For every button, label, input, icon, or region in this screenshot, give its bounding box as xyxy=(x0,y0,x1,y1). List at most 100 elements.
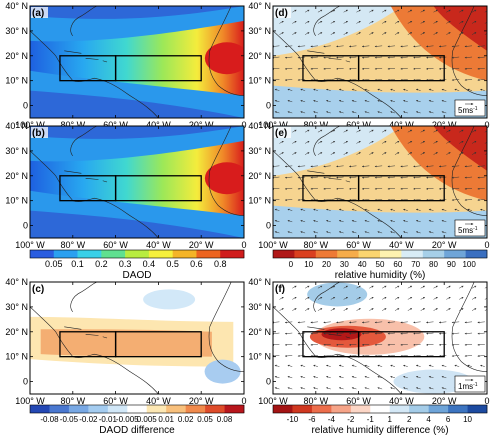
wind-arrow xyxy=(361,198,370,201)
wind-arrow xyxy=(446,152,451,155)
reference-vector-box xyxy=(454,375,486,393)
wind-arrow xyxy=(326,364,331,367)
wind-arrow xyxy=(310,354,318,357)
colorbar-tick-label: -0.08 xyxy=(40,415,59,424)
wind-arrow xyxy=(464,45,473,48)
wind-arrow xyxy=(274,111,280,114)
wind-arrow xyxy=(374,198,383,201)
wind-arrow xyxy=(361,78,370,81)
wind-arrow xyxy=(387,176,396,179)
reference-vector-box xyxy=(454,219,486,237)
wind-arrow xyxy=(369,129,374,133)
wind-arrow xyxy=(441,364,447,367)
wind-arrow xyxy=(403,387,408,390)
wind-arrow xyxy=(451,165,460,168)
wind-arrow xyxy=(304,297,310,300)
colorbar-swatch xyxy=(172,250,197,258)
wind-arrow xyxy=(313,208,319,211)
wind-arrow xyxy=(326,375,331,379)
wind-arrow xyxy=(304,285,310,289)
colorbar-tick-label: 0.6 xyxy=(190,259,203,269)
wind-arrow xyxy=(273,198,280,201)
wind-arrow xyxy=(361,176,370,179)
wind-arrow xyxy=(390,231,396,234)
wind-arrow xyxy=(415,231,421,234)
colorbar-frame xyxy=(272,249,488,259)
colorbar-tick-label: 0.05 xyxy=(197,415,213,424)
wind-arrow xyxy=(313,111,319,114)
moist-region-north xyxy=(273,6,402,56)
x-tick-label: 80° W xyxy=(60,120,85,130)
wind-arrow xyxy=(284,343,293,346)
wind-arrow xyxy=(415,375,421,379)
wind-arrow xyxy=(348,176,357,179)
wind-arrow xyxy=(467,208,473,211)
driest-region xyxy=(433,6,487,51)
x-tick-label: 0 xyxy=(484,396,489,406)
colorbar-tick-label: 10 xyxy=(304,260,313,269)
wind-arrow xyxy=(351,364,357,367)
wind-arrow xyxy=(428,88,434,91)
colorbar-swatch xyxy=(30,405,50,413)
wind-arrow xyxy=(459,308,464,311)
wind-arrow xyxy=(338,364,344,367)
colorbar-tick-label: 0.05 xyxy=(45,259,63,269)
wind-arrow xyxy=(394,297,400,300)
x-tick-label: 80° W xyxy=(60,240,85,250)
wind-arrow xyxy=(374,321,383,324)
wind-arrow xyxy=(407,152,413,155)
panel-frame xyxy=(29,281,245,395)
wind-arrow xyxy=(292,285,297,289)
x-tick-label: 100° W xyxy=(15,240,45,250)
wind-arrow xyxy=(343,9,349,13)
wind-arrow xyxy=(361,165,370,168)
wind-arrow xyxy=(273,332,280,335)
wind-arrow xyxy=(403,208,408,211)
colorbar-swatch xyxy=(422,250,445,258)
wind-arrow xyxy=(274,99,280,103)
wind-arrow xyxy=(420,285,426,289)
colorbar-1: 0.05 0.1 0.2 0.3 0.4 0.5 0.6 0.8 DAOD xyxy=(29,249,245,281)
wind-arrow xyxy=(304,21,310,24)
wind-arrow xyxy=(413,343,421,346)
wind-arrow xyxy=(348,78,357,81)
wind-arrow xyxy=(304,308,310,311)
wind-arrow xyxy=(338,208,344,211)
coastline-antilles xyxy=(307,50,351,63)
wind-arrow xyxy=(343,129,349,133)
wind-arrow xyxy=(446,9,451,13)
wind-arrow xyxy=(348,187,357,190)
wind-arrow xyxy=(433,308,438,311)
wind-arrow xyxy=(390,99,396,103)
wind-arrow xyxy=(338,231,344,234)
wind-arrow xyxy=(403,88,408,91)
wind-arrow xyxy=(297,198,306,201)
colorbar-swatch xyxy=(224,405,245,413)
y-tick-label: 40° N xyxy=(248,121,271,131)
wind-arrow xyxy=(356,32,361,35)
wind-arrow xyxy=(310,198,318,201)
x-tick-label: 60° W xyxy=(346,396,371,406)
y-tick-label: 30° N xyxy=(248,146,271,156)
panel-field xyxy=(273,282,487,394)
colorbar-swatch xyxy=(185,405,206,413)
wind-arrow xyxy=(451,67,460,70)
wind-arrow xyxy=(464,354,473,357)
wind-arrow xyxy=(313,375,319,379)
wind-arrow xyxy=(428,219,434,223)
wind-arrow xyxy=(426,78,434,81)
x-tick-label: 80° W xyxy=(60,396,85,406)
dust-band-core xyxy=(30,20,244,96)
wind-arrow xyxy=(323,332,331,335)
wind-arrow xyxy=(330,32,336,35)
dust-source-max xyxy=(204,162,244,195)
wind-arrow xyxy=(394,141,400,144)
wind-arrow xyxy=(317,308,323,311)
colorbar-tick-label: -0.01 xyxy=(99,415,118,424)
wind-arrow xyxy=(374,187,383,190)
wind-arrow xyxy=(330,152,336,155)
colorbar-tick-label: 0.8 xyxy=(214,259,227,269)
wind-arrow xyxy=(477,321,485,324)
wind-arrow xyxy=(390,387,396,390)
